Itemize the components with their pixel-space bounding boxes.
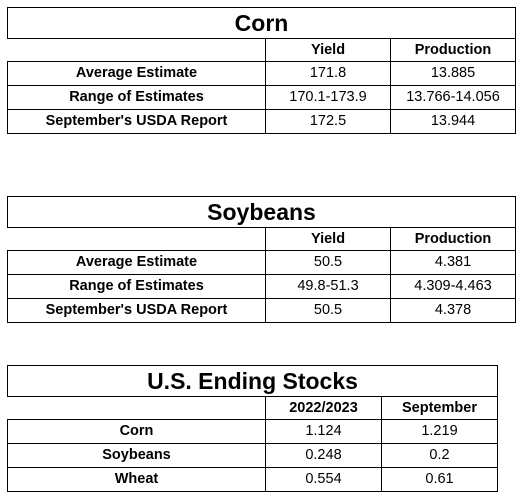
cell-value: 1.124: [265, 419, 382, 444]
row-label: Average Estimate: [7, 61, 266, 86]
cell-value: 171.8: [265, 61, 391, 86]
cell-value: 13.766-14.056: [389, 85, 517, 110]
table-row: Average Estimate 50.5 4.381: [7, 250, 517, 275]
column-header-production: Production: [389, 38, 517, 62]
table-row: Range of Estimates 170.1-173.9 13.766-14…: [7, 85, 517, 110]
header-blank-cell: [7, 227, 266, 251]
cell-value: 4.309-4.463: [389, 274, 517, 299]
table-row: September's USDA Report 50.5 4.378: [7, 298, 517, 323]
cell-value: 4.378: [389, 298, 517, 323]
row-label: Range of Estimates: [7, 85, 266, 110]
cell-value: 50.5: [265, 298, 391, 323]
row-label: September's USDA Report: [7, 109, 266, 134]
table-row: Range of Estimates 49.8-51.3 4.309-4.463: [7, 274, 517, 299]
cell-value: 0.2: [381, 443, 498, 468]
column-header-yield: Yield: [265, 227, 391, 251]
table-row: Soybeans 0.248 0.2: [7, 443, 498, 468]
header-blank-cell: [7, 38, 266, 62]
row-label: Wheat: [7, 467, 266, 492]
table-row: Corn 1.124 1.219: [7, 419, 498, 444]
cell-value: 0.554: [265, 467, 382, 492]
cell-value: 49.8-51.3: [265, 274, 391, 299]
table-title: U.S. Ending Stocks: [7, 365, 498, 397]
table-row: September's USDA Report 172.5 13.944: [7, 109, 517, 134]
header-blank-cell: [7, 396, 266, 420]
row-label: Range of Estimates: [7, 274, 266, 299]
soybeans-table: Soybeans Yield Production Average Estima…: [6, 196, 517, 323]
cell-value: 4.381: [389, 250, 517, 275]
column-header-production: Production: [389, 227, 517, 251]
row-label: Soybeans: [7, 443, 266, 468]
table-row: Average Estimate 171.8 13.885: [7, 61, 517, 86]
cell-value: 13.885: [389, 61, 517, 86]
ending-stocks-table: U.S. Ending Stocks 2022/2023 September C…: [7, 365, 498, 492]
row-label: September's USDA Report: [7, 298, 266, 323]
row-label: Average Estimate: [7, 250, 266, 275]
table-title: Corn: [6, 7, 517, 39]
cell-value: 0.248: [265, 443, 382, 468]
table-row: Wheat 0.554 0.61: [7, 467, 498, 492]
table-title: Soybeans: [6, 196, 517, 228]
cell-value: 170.1-173.9: [265, 85, 391, 110]
cell-value: 1.219: [381, 419, 498, 444]
corn-table: Corn Yield Production Average Estimate 1…: [6, 7, 517, 134]
cell-value: 50.5: [265, 250, 391, 275]
cell-value: 172.5: [265, 109, 391, 134]
cell-value: 13.944: [389, 109, 517, 134]
column-header-september: September: [381, 396, 498, 420]
column-header-2022-2023: 2022/2023: [265, 396, 382, 420]
row-label: Corn: [7, 419, 266, 444]
cell-value: 0.61: [381, 467, 498, 492]
column-header-yield: Yield: [265, 38, 391, 62]
